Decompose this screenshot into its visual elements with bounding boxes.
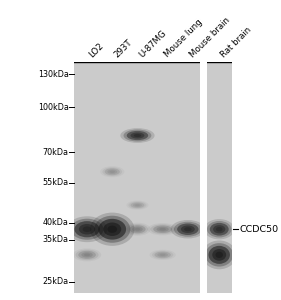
Ellipse shape <box>126 201 149 210</box>
Ellipse shape <box>153 225 172 233</box>
Ellipse shape <box>150 224 175 234</box>
Ellipse shape <box>133 203 142 207</box>
Ellipse shape <box>177 224 199 235</box>
Ellipse shape <box>174 222 202 237</box>
Text: 25kDa: 25kDa <box>43 278 69 286</box>
Ellipse shape <box>216 252 223 258</box>
Ellipse shape <box>135 204 140 206</box>
Ellipse shape <box>73 248 101 261</box>
Ellipse shape <box>127 131 148 140</box>
Text: Mouse brain: Mouse brain <box>188 15 232 59</box>
Ellipse shape <box>103 167 122 176</box>
Ellipse shape <box>84 254 90 256</box>
Ellipse shape <box>107 169 117 174</box>
Ellipse shape <box>90 213 134 246</box>
Ellipse shape <box>120 128 155 143</box>
Ellipse shape <box>98 219 126 240</box>
Ellipse shape <box>83 226 92 232</box>
Ellipse shape <box>124 223 151 236</box>
Ellipse shape <box>171 220 205 239</box>
Ellipse shape <box>78 251 96 259</box>
Ellipse shape <box>132 226 143 232</box>
Ellipse shape <box>157 227 169 232</box>
Ellipse shape <box>148 223 178 235</box>
Ellipse shape <box>100 166 124 177</box>
Ellipse shape <box>105 168 120 175</box>
Text: LO2: LO2 <box>87 41 105 59</box>
Ellipse shape <box>212 249 226 261</box>
Ellipse shape <box>124 130 151 142</box>
Ellipse shape <box>107 226 117 233</box>
Text: U-87MG: U-87MG <box>137 28 168 59</box>
Text: 35kDa: 35kDa <box>43 235 69 244</box>
Ellipse shape <box>129 225 146 233</box>
Ellipse shape <box>103 223 121 236</box>
Ellipse shape <box>159 228 166 231</box>
Ellipse shape <box>131 202 144 208</box>
Ellipse shape <box>213 225 225 233</box>
Ellipse shape <box>76 250 99 260</box>
Ellipse shape <box>110 170 115 173</box>
Ellipse shape <box>152 251 173 259</box>
Ellipse shape <box>207 221 232 238</box>
Ellipse shape <box>155 252 171 258</box>
Ellipse shape <box>67 216 107 242</box>
Ellipse shape <box>157 253 168 257</box>
Ellipse shape <box>71 219 103 240</box>
Text: 100kDa: 100kDa <box>38 103 69 112</box>
Text: 293T: 293T <box>112 38 134 59</box>
Ellipse shape <box>127 224 148 235</box>
Text: 40kDa: 40kDa <box>43 218 69 227</box>
Ellipse shape <box>204 219 234 239</box>
Text: CCDC50: CCDC50 <box>239 225 278 234</box>
Text: Rat brain: Rat brain <box>219 25 253 59</box>
Text: 70kDa: 70kDa <box>43 148 69 157</box>
Text: Mouse lung: Mouse lung <box>163 18 204 59</box>
Ellipse shape <box>184 227 192 231</box>
Ellipse shape <box>205 243 233 267</box>
Ellipse shape <box>181 226 195 233</box>
Ellipse shape <box>134 134 141 137</box>
Text: 130kDa: 130kDa <box>38 70 69 79</box>
Ellipse shape <box>216 227 223 232</box>
Ellipse shape <box>160 254 166 256</box>
Text: 55kDa: 55kDa <box>43 178 69 187</box>
Ellipse shape <box>202 240 236 269</box>
Ellipse shape <box>81 252 93 257</box>
Ellipse shape <box>210 223 229 236</box>
Ellipse shape <box>74 221 100 237</box>
Ellipse shape <box>128 201 146 209</box>
Ellipse shape <box>149 250 176 260</box>
Ellipse shape <box>79 224 95 235</box>
Ellipse shape <box>130 133 144 139</box>
Ellipse shape <box>135 228 140 231</box>
Ellipse shape <box>94 216 130 243</box>
Ellipse shape <box>209 246 230 264</box>
